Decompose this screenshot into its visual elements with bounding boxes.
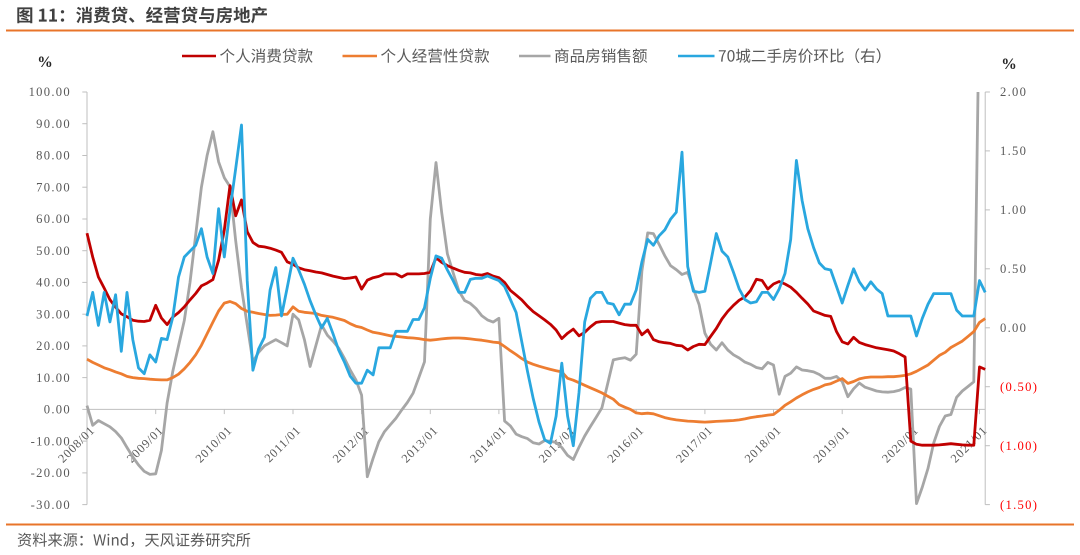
svg-text:20.00: 20.00 [36, 339, 71, 353]
svg-text:%: % [1001, 56, 1017, 73]
svg-text:0.00: 0.00 [1000, 321, 1027, 335]
svg-text:1.00: 1.00 [1000, 203, 1027, 217]
svg-text:80.00: 80.00 [36, 149, 71, 163]
svg-text:40.00: 40.00 [36, 276, 71, 290]
svg-text:-20.00: -20.00 [31, 466, 71, 480]
svg-text:0.50: 0.50 [1000, 262, 1027, 276]
svg-text:50.00: 50.00 [36, 244, 71, 258]
svg-text:10.00: 10.00 [36, 371, 71, 385]
svg-text:100.00: 100.00 [29, 85, 71, 99]
svg-text:70.00: 70.00 [36, 180, 71, 194]
svg-text:60.00: 60.00 [36, 212, 71, 226]
svg-text:-10.00: -10.00 [31, 434, 71, 448]
svg-text:(1.00): (1.00) [1000, 439, 1038, 453]
svg-text:30.00: 30.00 [36, 307, 71, 321]
svg-text:2.00: 2.00 [1000, 85, 1027, 99]
svg-text:90.00: 90.00 [36, 117, 71, 131]
svg-text:1.50: 1.50 [1000, 144, 1027, 158]
svg-text:-30.00: -30.00 [31, 498, 71, 512]
svg-text:0.00: 0.00 [44, 403, 71, 417]
svg-text:(0.50): (0.50) [1000, 380, 1038, 394]
svg-text:(1.50): (1.50) [1000, 498, 1038, 512]
svg-text:%: % [37, 54, 53, 71]
